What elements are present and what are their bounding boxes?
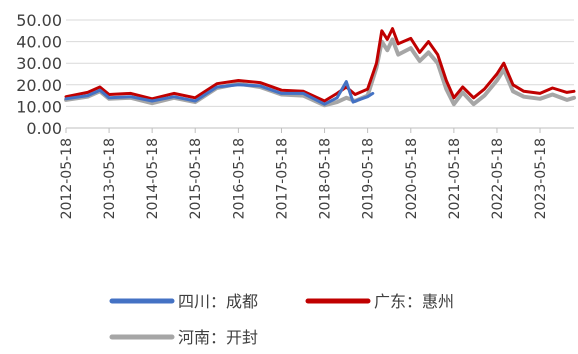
- x-axis: 2012-05-18 2013-05-18 2014-05-18 2015-05-18…: [59, 128, 549, 219]
- x-tick-label: 2012-05-18: [59, 138, 75, 219]
- x-tick-label: 2022-05-18: [490, 138, 506, 219]
- series-line-0: [64, 80, 375, 106]
- x-tick-label: 2013-05-18: [102, 138, 118, 219]
- x-tick-label: 2015-05-18: [188, 138, 204, 219]
- y-tick-label: 20.00: [16, 76, 62, 95]
- legend-label-1: 广东：惠州: [374, 292, 454, 311]
- x-tick-label: 2016-05-18: [231, 138, 247, 219]
- y-axis: 50.00 40.00 30.00 20.00 10.00 0.00: [16, 11, 62, 138]
- legend-label-2: 河南：开封: [178, 328, 258, 347]
- y-tick-label: 0.00: [26, 119, 62, 138]
- legend-label-0: 四川：成都: [178, 292, 258, 311]
- y-tick-label: 30.00: [16, 54, 62, 73]
- series-line-1: [64, 27, 576, 103]
- y-tick-label: 10.00: [16, 97, 62, 116]
- x-tick-label: 2019-05-18: [361, 138, 377, 219]
- gridlines: [66, 19, 574, 129]
- x-tick-label: 2020-05-18: [404, 138, 420, 219]
- x-tick-label: 2018-05-18: [318, 138, 334, 219]
- x-tick-label: 2021-05-18: [447, 138, 463, 219]
- x-tick-label: 2023-05-18: [533, 138, 549, 219]
- x-tick-label: 2017-05-18: [274, 138, 290, 219]
- series-lines: [64, 27, 576, 108]
- x-tick-label: 2014-05-18: [145, 138, 161, 219]
- y-tick-label: 50.00: [16, 11, 62, 30]
- y-tick-label: 40.00: [16, 33, 62, 52]
